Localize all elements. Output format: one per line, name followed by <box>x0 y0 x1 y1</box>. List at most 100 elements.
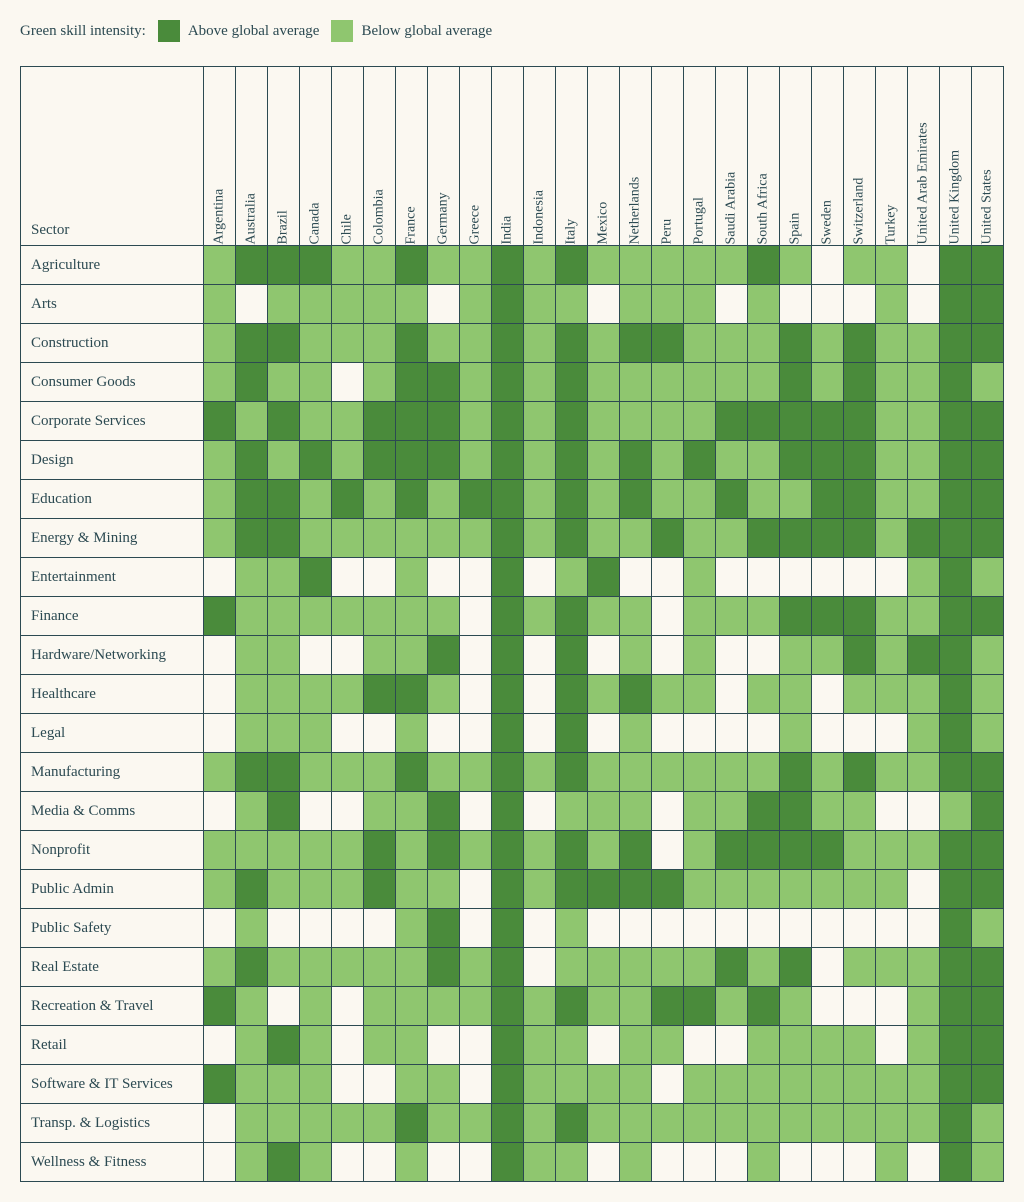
heatmap-cell <box>268 441 300 480</box>
heatmap-cell <box>748 597 780 636</box>
heatmap-cell <box>876 753 908 792</box>
country-label: Italy <box>564 214 580 245</box>
table-row: Retail <box>21 1026 1004 1065</box>
heatmap-cell <box>428 948 460 987</box>
heatmap-cell <box>940 441 972 480</box>
heatmap-cell <box>812 1065 844 1104</box>
heatmap-cell <box>620 363 652 402</box>
heatmap-cell <box>300 714 332 753</box>
heatmap-cell <box>844 1026 876 1065</box>
country-header: Australia <box>236 67 268 246</box>
heatmap-cell <box>300 246 332 285</box>
heatmap-cell <box>812 246 844 285</box>
heatmap-cell <box>620 1104 652 1143</box>
heatmap-cell <box>300 1104 332 1143</box>
heatmap-cell <box>812 519 844 558</box>
heatmap-cell <box>972 324 1004 363</box>
heatmap-cell <box>844 402 876 441</box>
heatmap-cell <box>812 714 844 753</box>
table-row: Manufacturing <box>21 753 1004 792</box>
heatmap-cell <box>492 1143 524 1182</box>
heatmap-cell <box>556 792 588 831</box>
heatmap-cell <box>876 870 908 909</box>
heatmap-cell <box>556 480 588 519</box>
heatmap-cell <box>524 558 556 597</box>
heatmap-cell <box>748 831 780 870</box>
heatmap-cell <box>268 831 300 870</box>
heatmap-cell <box>428 441 460 480</box>
heatmap-cell <box>396 1026 428 1065</box>
heatmap-cell <box>940 948 972 987</box>
heatmap-cell <box>684 558 716 597</box>
heatmap-cell <box>972 402 1004 441</box>
heatmap-cell <box>812 480 844 519</box>
heatmap-cell <box>556 324 588 363</box>
heatmap-cell <box>812 948 844 987</box>
heatmap-cell <box>396 714 428 753</box>
heatmap-cell <box>332 987 364 1026</box>
heatmap-cell <box>556 870 588 909</box>
heatmap-table: Sector ArgentinaAustraliaBrazilCanadaChi… <box>20 66 1004 1182</box>
heatmap-cell <box>236 753 268 792</box>
heatmap-cell <box>972 246 1004 285</box>
heatmap-cell <box>236 363 268 402</box>
heatmap-cell <box>780 792 812 831</box>
sector-header: Transp. & Logistics <box>21 1104 204 1143</box>
heatmap-cell <box>908 324 940 363</box>
heatmap-cell <box>684 831 716 870</box>
heatmap-cell <box>428 519 460 558</box>
heatmap-cell <box>396 870 428 909</box>
heatmap-cell <box>812 402 844 441</box>
heatmap-cell <box>748 324 780 363</box>
heatmap-cell <box>812 363 844 402</box>
heatmap-cell <box>940 753 972 792</box>
heatmap-cell <box>940 363 972 402</box>
sector-header: Manufacturing <box>21 753 204 792</box>
table-row: Design <box>21 441 1004 480</box>
heatmap-cell <box>652 324 684 363</box>
heatmap-cell <box>748 480 780 519</box>
heatmap-cell <box>364 597 396 636</box>
heatmap-cell <box>844 363 876 402</box>
heatmap-cell <box>684 402 716 441</box>
heatmap-cell <box>300 363 332 402</box>
heatmap-cell <box>684 714 716 753</box>
heatmap-cell <box>876 987 908 1026</box>
legend-item-above: Above global average <box>158 20 320 42</box>
country-header: India <box>492 67 524 246</box>
heatmap-cell <box>428 285 460 324</box>
heatmap-cell <box>460 324 492 363</box>
heatmap-cell <box>460 675 492 714</box>
country-header: United States <box>972 67 1004 246</box>
heatmap-cell <box>716 519 748 558</box>
heatmap-cell <box>908 1065 940 1104</box>
heatmap-cell <box>492 285 524 324</box>
legend: Green skill intensity: Above global aver… <box>20 20 1004 42</box>
heatmap-cell <box>716 909 748 948</box>
heatmap-cell <box>332 714 364 753</box>
heatmap-cell <box>940 519 972 558</box>
heatmap-cell <box>204 402 236 441</box>
heatmap-cell <box>748 1104 780 1143</box>
heatmap-cell <box>844 987 876 1026</box>
heatmap-cell <box>236 402 268 441</box>
heatmap-cell <box>236 909 268 948</box>
heatmap-cell <box>716 1065 748 1104</box>
heatmap-cell <box>780 675 812 714</box>
heatmap-cell <box>492 1065 524 1104</box>
heatmap-cell <box>364 246 396 285</box>
heatmap-cell <box>780 870 812 909</box>
heatmap-cell <box>908 285 940 324</box>
country-label: France <box>404 214 420 245</box>
heatmap-cell <box>300 480 332 519</box>
heatmap-cell <box>876 246 908 285</box>
heatmap-cell <box>844 870 876 909</box>
heatmap-cell <box>812 1143 844 1182</box>
heatmap-cell <box>908 597 940 636</box>
heatmap-cell <box>620 675 652 714</box>
heatmap-cell <box>396 831 428 870</box>
heatmap-cell <box>236 831 268 870</box>
heatmap-cell <box>428 987 460 1026</box>
country-label: Switzerland <box>852 214 868 245</box>
sector-header: Entertainment <box>21 558 204 597</box>
